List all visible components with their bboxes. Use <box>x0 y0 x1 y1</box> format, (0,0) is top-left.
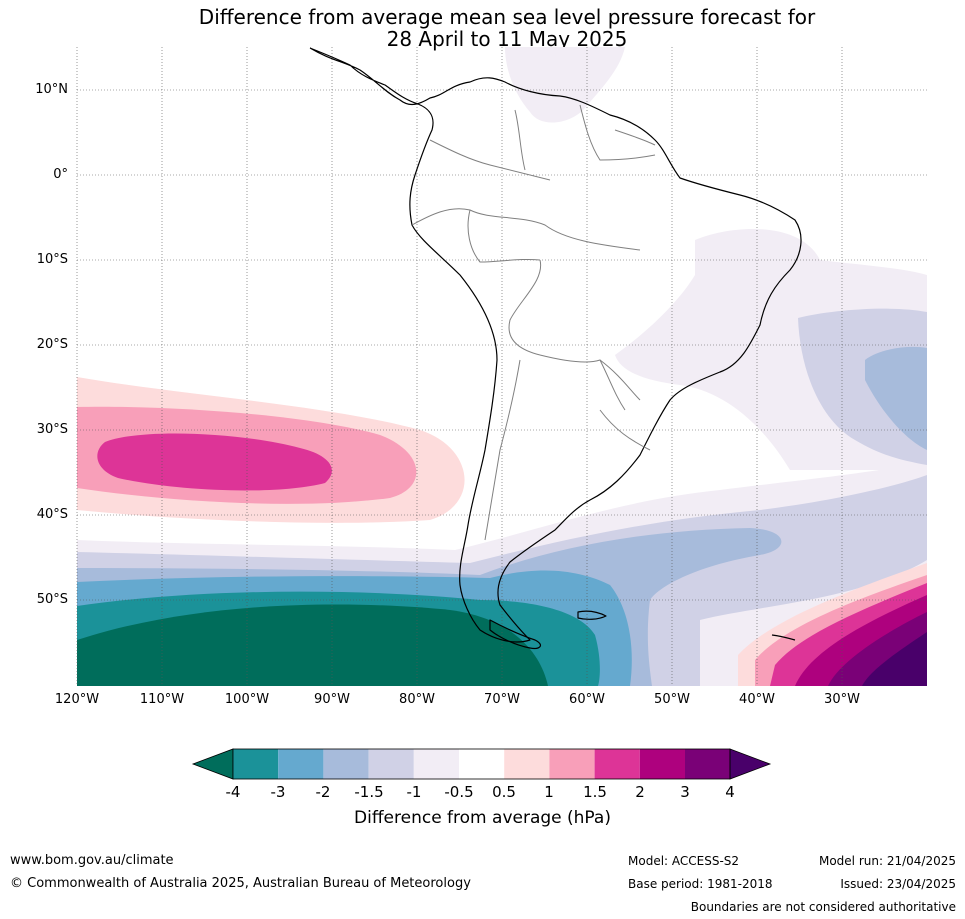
lat-label-40s: 40°S <box>36 507 68 522</box>
map-title-line-1: Difference from average mean sea level p… <box>198 5 816 29</box>
colorbar-tick-label: 3 <box>680 783 690 801</box>
brazil-negative-anomaly-2 <box>865 346 927 450</box>
falkland-islands <box>577 610 607 620</box>
colorbar-tick-label: 0.5 <box>492 783 516 801</box>
footer-url: www.bom.gov.au/climate <box>10 853 174 868</box>
footer-issued: Issued: 23/04/2025 <box>840 877 956 891</box>
coastlines <box>309 47 802 650</box>
tierra-del-fuego <box>489 619 542 650</box>
footer-boundaries-note: Boundaries are not considered authoritat… <box>690 900 956 914</box>
lat-label-50s: 50°S <box>36 592 68 607</box>
lat-label-0: 0° <box>53 167 68 182</box>
lon-label-110w: 110°W <box>139 692 185 707</box>
colorbar-tick-label: -1.5 <box>354 783 384 801</box>
caribbean-negative-anomaly-1 <box>505 47 625 123</box>
negative-anomaly-below-4 <box>77 604 548 686</box>
colorbar-tick-label: 4 <box>725 783 735 801</box>
colorbar-below-min-triangle <box>191 748 234 780</box>
south-georgia <box>771 634 796 641</box>
colorbar-tick-label: 1.5 <box>583 783 607 801</box>
se-positive-anomaly-4 <box>862 632 927 686</box>
colorbar-bin-9 <box>594 749 640 779</box>
lon-label-50w: 50°W <box>654 692 690 707</box>
lat-label-30s: 30°S <box>36 422 68 437</box>
footer-copyright: © Commonwealth of Australia 2025, Austra… <box>10 876 471 891</box>
colorbar-label: Difference from average (hPa) <box>354 808 611 828</box>
lon-label-100w: 100°W <box>224 692 270 707</box>
colorbar-bin-4 <box>368 749 414 779</box>
lon-label-40w: 40°W <box>739 692 775 707</box>
south-america-coastline <box>309 47 802 643</box>
colorbar-bin-8 <box>549 749 595 779</box>
lon-label-120w: 120°W <box>54 692 100 707</box>
colorbar-bin-5 <box>413 749 459 779</box>
colorbar-tick-label: -3 <box>270 783 286 801</box>
footer-model: Model: ACCESS-S2 <box>628 854 740 868</box>
lon-label-30w: 30°W <box>824 692 860 707</box>
colorbar-bin-10 <box>639 749 685 779</box>
colorbar-bin-1 <box>233 749 279 779</box>
lon-label-80w: 80°W <box>399 692 435 707</box>
colorbar-tick-label: 1 <box>544 783 554 801</box>
lat-label-20s: 20°S <box>36 337 68 352</box>
brazil-negative-anomaly-1.5 <box>798 308 927 465</box>
colorbar-bin-6 <box>459 749 505 779</box>
colorbar-tick-label: -1 <box>406 783 422 801</box>
lon-label-60w: 60°W <box>569 692 605 707</box>
colorbar-tick-label: 2 <box>635 783 645 801</box>
colorbar-tick-label: -2 <box>315 783 331 801</box>
graticule <box>76 47 927 686</box>
footer-model-run: Model run: 21/04/2025 <box>818 854 956 868</box>
colorbar-tick-label: -4 <box>225 783 241 801</box>
colorbar-bin-11 <box>685 749 730 779</box>
colorbar-above-max-triangle <box>729 748 772 780</box>
country-borders <box>411 104 656 541</box>
lat-label-10n: 10°N <box>35 82 68 97</box>
positive-anomaly-1.5 <box>97 433 332 491</box>
colorbar-bin-2 <box>278 749 324 779</box>
colorbar-bin-3 <box>323 749 369 779</box>
footer-base-period: Base period: 1981-2018 <box>628 877 773 891</box>
colorbar-tick-label: -0.5 <box>444 783 474 801</box>
lon-label-70w: 70°W <box>484 692 520 707</box>
map-title-line-2: 28 April to 11 May 2025 <box>386 27 628 51</box>
colorbar-bin-7 <box>504 749 550 779</box>
lon-label-90w: 90°W <box>314 692 350 707</box>
lat-label-10s: 10°S <box>36 252 68 267</box>
pressure-anomaly-map <box>76 47 927 686</box>
colorbar <box>191 748 772 780</box>
